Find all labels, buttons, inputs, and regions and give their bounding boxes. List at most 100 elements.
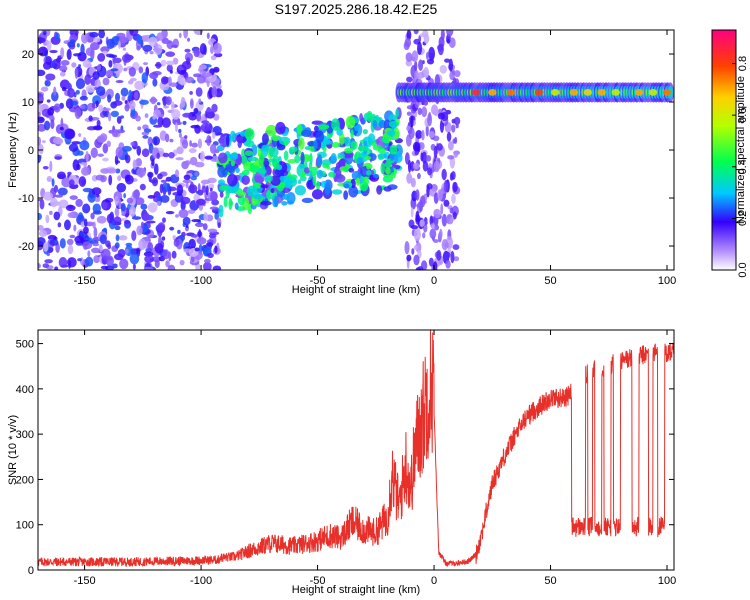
spectrogram-cell <box>66 48 72 61</box>
spectrogram-cell <box>197 138 203 149</box>
spectrogram-cell <box>66 257 77 268</box>
spectrogram-cell <box>422 160 429 172</box>
spectrogram-cell <box>206 108 215 112</box>
spectrogram-cell <box>260 200 272 206</box>
spectrogram-cell <box>165 96 172 106</box>
spectrogram-cell <box>73 224 77 232</box>
spectrogram-cell <box>316 169 323 179</box>
spectrogram-cell <box>57 222 62 228</box>
spectrogram-cell <box>171 44 178 48</box>
spectrogram-cell <box>449 207 454 214</box>
spectrogram-cell <box>223 196 228 208</box>
spectrogram-cell <box>213 42 222 55</box>
spectrogram-cell <box>388 120 399 128</box>
figure-title: S197.2025.286.18.42.E25 <box>275 1 438 17</box>
spectrogram-cell <box>38 116 45 124</box>
spectrogram-cell <box>425 154 432 162</box>
spectrogram-cell <box>189 90 193 95</box>
spectrogram-cell <box>423 66 430 79</box>
spectrogram-cell <box>193 107 199 114</box>
spectrogram-cell <box>65 83 71 90</box>
spectrogram-cell <box>412 162 420 170</box>
spectrogram-cell <box>411 248 415 255</box>
colorbar-tick-label: 0.4 <box>737 159 749 174</box>
spectrogram-cell <box>111 128 119 138</box>
spectrogram-cell <box>77 212 84 221</box>
spectrogram-cell <box>173 238 180 247</box>
spectrogram-cell <box>38 37 46 44</box>
spectrogram-cell <box>195 198 206 206</box>
spectrogram-cell <box>454 70 461 78</box>
spectrogram-cell <box>418 35 422 42</box>
spectrogram-cell <box>437 112 446 120</box>
spectrogram-cell <box>362 128 368 135</box>
spectrogram-cell <box>185 224 189 229</box>
spectrogram-cell <box>133 91 139 100</box>
spectrogram-cell <box>344 147 354 154</box>
spectrogram-cell <box>377 147 386 154</box>
spectrogram-cell <box>315 130 325 143</box>
spectrogram-cell <box>219 191 224 198</box>
spectrogram-cell <box>176 184 184 196</box>
spectrogram-cell <box>294 154 301 164</box>
spectrogram-cell <box>142 213 150 221</box>
x-tick-label: 100 <box>658 275 676 287</box>
spectrogram-cell <box>426 58 435 65</box>
spectrogram-cell <box>152 78 158 87</box>
spectrogram-cell <box>241 175 250 185</box>
spectrogram-cell <box>78 133 82 138</box>
spectrogram-cell <box>54 266 59 270</box>
spectrogram-cell <box>227 173 238 187</box>
spectrogram-cell <box>534 89 544 96</box>
spectrogram-cell <box>178 128 182 134</box>
spectrogram-cell <box>38 46 49 57</box>
spectrogram-cell <box>410 225 419 230</box>
spectrogram-cell <box>366 110 373 122</box>
spectrogram-cell <box>102 143 109 154</box>
spectrogram-cell <box>123 193 127 199</box>
spectrogram-cell <box>381 137 388 143</box>
spectrogram-cell <box>87 250 91 257</box>
spectrogram-cell <box>108 60 113 68</box>
spectrogram-cell <box>125 242 133 247</box>
spectrogram-cell <box>114 242 120 249</box>
x-tick-label: 50 <box>544 275 556 287</box>
spectrogram-cell <box>74 235 84 244</box>
spectrogram-cell <box>445 251 451 259</box>
spectrogram-cell <box>55 242 60 254</box>
spectrogram-cell <box>59 71 66 77</box>
spectrogram-cell <box>66 238 74 246</box>
spectrogram-cell <box>175 157 184 161</box>
spectrogram-cell <box>38 69 46 77</box>
spectrogram-cell <box>407 159 412 173</box>
spectrogram-cell <box>156 200 161 206</box>
spectrogram-cell <box>115 234 120 242</box>
spectrogram-cell <box>79 140 90 151</box>
spectrogram-cell <box>385 166 391 175</box>
spectrogram-cell <box>429 228 437 239</box>
spectrogram-cell <box>583 89 592 96</box>
spectrogram-cell <box>194 222 205 228</box>
spectrogram-cell <box>105 71 113 78</box>
spectrogram-cell <box>357 145 365 152</box>
spectrogram-cell <box>161 117 171 128</box>
spectrogram-cell <box>42 140 46 144</box>
spectrogram-cell <box>451 193 456 204</box>
spectrogram-cell <box>198 64 207 70</box>
spectrogram-cell <box>206 252 214 259</box>
spectrogram-cell <box>124 154 128 161</box>
spectrogram-cell <box>38 237 46 246</box>
spectrogram-cell <box>283 150 289 161</box>
spectrogram-cell <box>172 234 177 241</box>
spectrogram-cell <box>153 163 159 175</box>
spectrogram-cell <box>140 221 145 229</box>
spectrogram-cell <box>446 38 451 44</box>
spectrogram-cell <box>60 59 70 66</box>
spectrogram-cell <box>316 154 323 167</box>
spectrogram-cell <box>184 160 191 166</box>
spectrogram-cell <box>389 144 398 155</box>
spectrogram-cell <box>95 174 105 181</box>
spectrogram-cell <box>234 202 239 210</box>
spectrogram-cell <box>190 124 200 129</box>
spectrogram-cell <box>313 139 318 150</box>
